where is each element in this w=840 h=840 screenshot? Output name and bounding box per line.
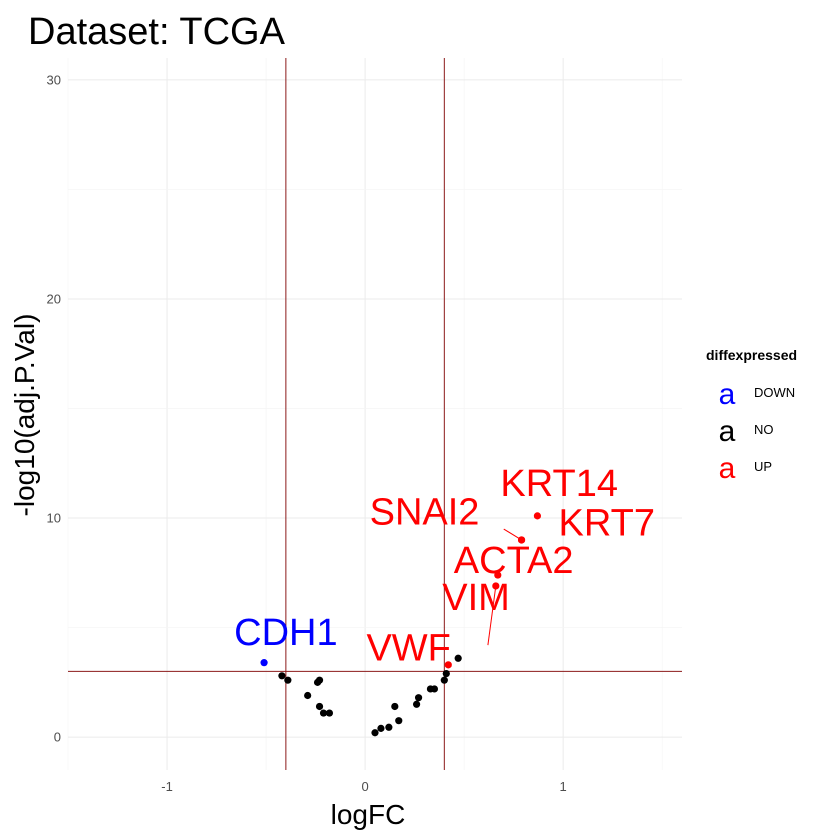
legend-label-down: DOWN	[754, 385, 795, 400]
point-up	[533, 512, 542, 520]
point-no	[377, 724, 385, 732]
grid	[67, 58, 682, 770]
point-no	[454, 654, 462, 662]
data-points	[260, 512, 542, 737]
point-no	[430, 685, 439, 693]
gene-label-cdh1: CDH1	[234, 612, 337, 654]
point-no	[278, 672, 286, 680]
gene-label-vim: VIM	[442, 577, 510, 619]
legend-label-no: NO	[754, 422, 774, 437]
gene-label-vwf: VWF	[366, 627, 450, 669]
point-no	[371, 729, 379, 737]
y-tick-label: 0	[54, 730, 61, 745]
gene-label-krt14: KRT14	[500, 463, 618, 505]
point-no	[395, 717, 403, 725]
gene-label-acta2: ACTA2	[454, 540, 574, 582]
threshold-lines	[68, 58, 682, 770]
legend-entries: a DOWN a NO a UP	[719, 378, 796, 485]
point-no	[319, 709, 328, 717]
point-no	[442, 670, 450, 678]
label-leader-line	[487, 585, 497, 646]
legend: diffexpressed a DOWN a NO a UP	[706, 347, 797, 485]
legend-key-down: a	[719, 378, 736, 411]
y-tick-label: 20	[47, 291, 61, 306]
point-up	[494, 571, 502, 579]
legend-label-up: UP	[754, 459, 772, 474]
point-no	[414, 694, 423, 702]
y-tick-label: 10	[47, 511, 61, 526]
point-up	[444, 661, 452, 669]
legend-key-up: a	[719, 452, 736, 485]
legend-title: diffexpressed	[706, 347, 797, 363]
point-no	[325, 709, 334, 717]
y-axis-title: -log10(adj.P.Val)	[9, 314, 40, 517]
gene-label-krt7: KRT7	[559, 503, 655, 545]
point-no	[440, 676, 448, 684]
chart-title: Dataset: TCGA	[28, 11, 286, 53]
x-tick-label: -1	[161, 779, 173, 794]
point-no	[315, 676, 324, 684]
legend-key-no: a	[719, 415, 736, 448]
point-no	[304, 691, 312, 700]
point-no	[412, 700, 421, 708]
point-no	[284, 676, 292, 684]
x-tick-label: 1	[560, 779, 567, 794]
x-axis-title: logFC	[331, 799, 406, 830]
point-up	[492, 582, 500, 590]
y-tick-label: 30	[47, 72, 61, 87]
point-no	[315, 702, 324, 711]
point-down	[260, 659, 268, 667]
x-tick-label: 0	[361, 779, 368, 794]
point-no	[391, 702, 399, 711]
gene-label-snai2: SNAI2	[370, 492, 480, 534]
point-no	[385, 723, 393, 731]
point-up	[517, 536, 526, 544]
